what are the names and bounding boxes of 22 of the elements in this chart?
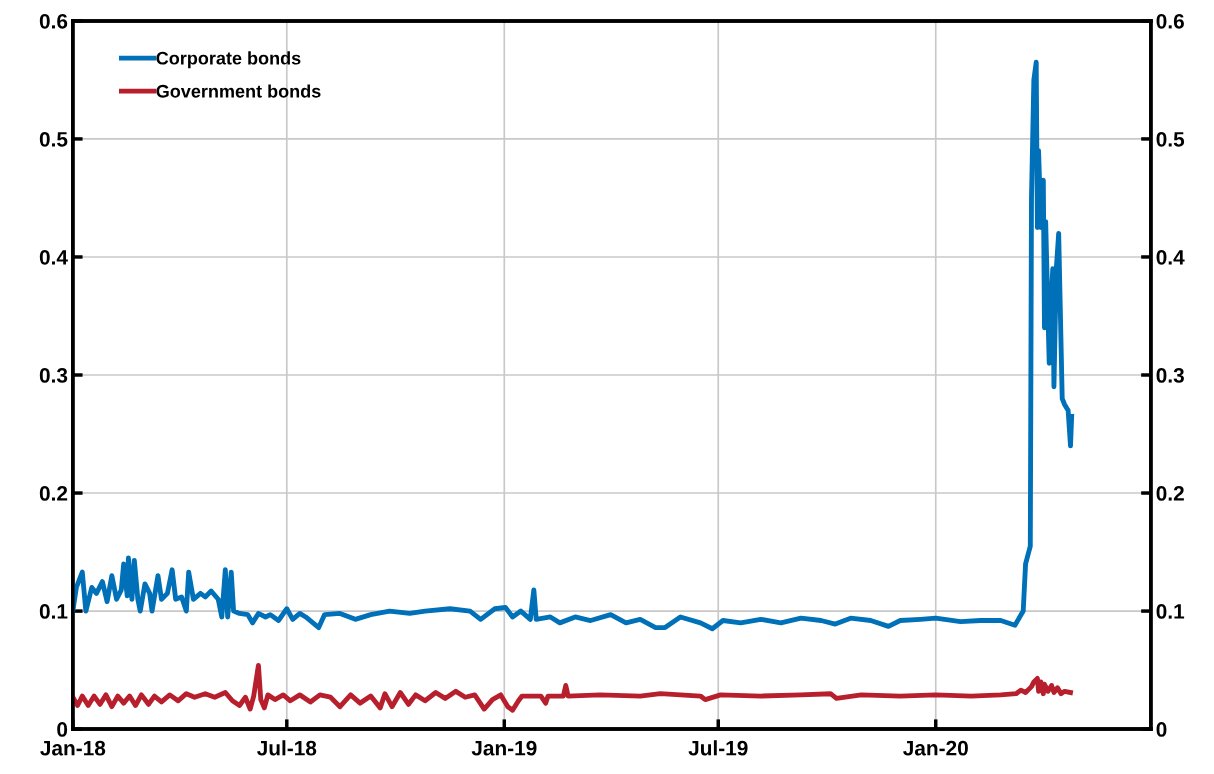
y-tick-label: 0.5 [39, 131, 68, 147]
y-tick-label: 0.1 [39, 604, 68, 619]
y2-tick-label: 0.2 [1156, 486, 1184, 501]
y-tick-label: 0.3 [39, 368, 68, 383]
y2-tick-label: 0 [1156, 722, 1167, 737]
x-tick-label: Jan-18 [40, 740, 106, 756]
legend-label: Government bonds [156, 84, 321, 98]
y-tick-label: 0.4 [39, 249, 68, 265]
y2-tick-label: 0.5 [1156, 131, 1185, 147]
y2-tick-label: 0.1 [1156, 604, 1185, 619]
legend-label: Corporate bonds [156, 51, 301, 69]
y-tick-label: 0.2 [39, 486, 68, 501]
x-tick-label: Jan-19 [471, 740, 537, 756]
y-tick-label: 0.6 [39, 13, 68, 29]
x-tick-label: Jul-19 [688, 740, 748, 756]
line-series [72, 662, 1073, 713]
y2-tick-label: 0.3 [1156, 368, 1184, 383]
x-tick-label: Jan-20 [903, 740, 968, 756]
y2-tick-label: 0.6 [1156, 13, 1184, 29]
x-tick-label: Jul-18 [257, 740, 317, 756]
y2-tick-label: 0.4 [1156, 249, 1185, 265]
y-tick-label: 0 [57, 722, 68, 737]
